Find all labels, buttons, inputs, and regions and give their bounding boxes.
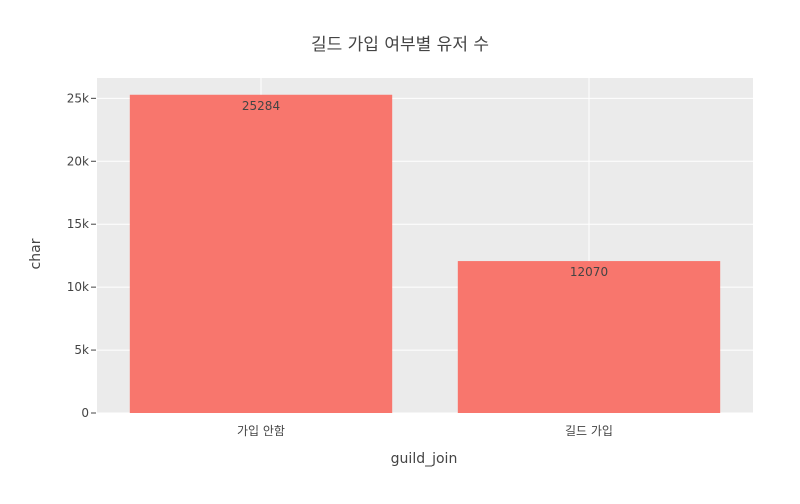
x-tick-label: 가입 안함 bbox=[237, 424, 285, 438]
y-tick-label: 20k bbox=[67, 154, 89, 168]
y-tick-label: 5k bbox=[74, 343, 89, 357]
x-tick-label: 길드 가입 bbox=[565, 424, 613, 438]
bars bbox=[129, 94, 721, 413]
x-axis-title: guild_join bbox=[391, 451, 458, 467]
data-label: 12070 bbox=[570, 265, 608, 279]
y-tick-label: 25k bbox=[67, 91, 89, 105]
chart-title: 길드 가입 여부별 유저 수 bbox=[311, 35, 489, 55]
y-tick-label: 15k bbox=[67, 217, 89, 231]
y-axis-title: char bbox=[28, 238, 44, 269]
bar bbox=[129, 94, 393, 413]
y-axis-ticks: 0 5k 10k 15k 20k 25k bbox=[67, 91, 96, 420]
data-labels: 25284 12070 bbox=[242, 99, 608, 279]
y-tick-label: 0 bbox=[81, 406, 89, 420]
y-tick-label: 10k bbox=[67, 280, 89, 294]
data-label: 25284 bbox=[242, 99, 280, 113]
bar bbox=[457, 261, 721, 413]
x-axis-ticks: 가입 안함 길드 가입 bbox=[237, 424, 613, 438]
